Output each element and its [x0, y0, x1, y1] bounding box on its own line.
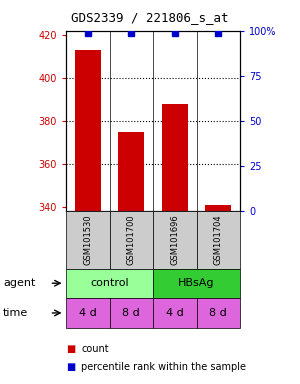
Text: 8 d: 8 d — [122, 308, 140, 318]
Text: GSM101530: GSM101530 — [83, 215, 92, 265]
Text: time: time — [3, 308, 28, 318]
Text: agent: agent — [3, 278, 35, 288]
Text: HBsAg: HBsAg — [178, 278, 215, 288]
Text: control: control — [90, 278, 129, 288]
Text: GSM101704: GSM101704 — [214, 215, 223, 265]
Text: 4 d: 4 d — [79, 308, 97, 318]
Text: GSM101696: GSM101696 — [170, 215, 179, 265]
Bar — [205, 205, 231, 211]
Text: 4 d: 4 d — [166, 308, 184, 318]
Text: percentile rank within the sample: percentile rank within the sample — [81, 362, 246, 372]
Bar — [118, 132, 144, 211]
Text: GDS2339 / 221806_s_at: GDS2339 / 221806_s_at — [71, 12, 229, 25]
Text: count: count — [81, 344, 109, 354]
Bar — [162, 104, 188, 211]
Text: ■: ■ — [66, 344, 75, 354]
Bar — [75, 50, 101, 211]
Text: 8 d: 8 d — [209, 308, 227, 318]
Text: GSM101700: GSM101700 — [127, 215, 136, 265]
Text: ■: ■ — [66, 362, 75, 372]
